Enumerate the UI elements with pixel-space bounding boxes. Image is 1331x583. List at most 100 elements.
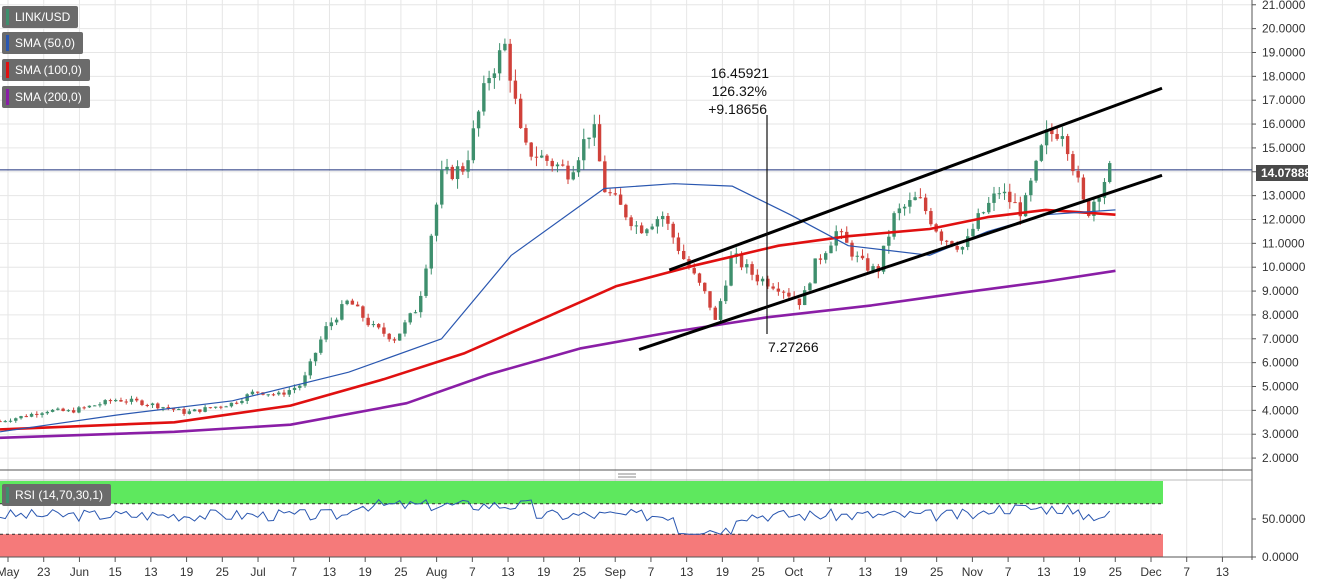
x-tick-label: 7 [648, 565, 655, 579]
y-tick-label: 21.0000 [1262, 0, 1306, 12]
candle-body [634, 225, 639, 227]
candle-body [855, 255, 859, 257]
x-tick-label: 7 [826, 565, 833, 579]
candle-body [482, 83, 486, 112]
candle-body [161, 407, 165, 409]
measure-annotation: 16.45921 126.32% +9.18656 7.27266 [708, 65, 819, 355]
candle-body [724, 285, 728, 302]
candle-body [108, 400, 113, 402]
x-tick-label: 25 [930, 565, 944, 579]
candle-body [1081, 177, 1086, 200]
candle-body [529, 142, 533, 157]
candle-body [198, 409, 202, 412]
pane-splitter[interactable] [618, 473, 636, 478]
candle-body [71, 410, 76, 413]
candle-body [540, 155, 544, 158]
candle-body [298, 385, 302, 388]
candle-body [729, 256, 733, 286]
legend-sma50-label: SMA (50,0) [15, 36, 76, 50]
candle-body [666, 215, 670, 224]
candle-body [19, 416, 23, 419]
candle-body [887, 236, 891, 246]
candle-body [1050, 129, 1054, 135]
measure-high-value: 16.45921 [711, 65, 770, 81]
y-tick-label: 3.0000 [1262, 427, 1299, 441]
candle-body [208, 407, 213, 409]
candle-body [797, 298, 802, 306]
candle-body [923, 197, 928, 212]
legend-sma200-label: SMA (200,0) [15, 90, 82, 104]
candle-body [802, 290, 807, 306]
candle-body [182, 409, 186, 414]
candle-body [376, 324, 381, 328]
legend-pair[interactable]: LINK/USD [2, 6, 79, 28]
legend-sma100[interactable]: SMA (100,0) [2, 59, 90, 81]
candle-body [592, 124, 596, 138]
candle-body [345, 300, 349, 305]
candle-body [366, 317, 370, 326]
candle-body [455, 166, 460, 180]
legend-sma50[interactable]: SMA (50,0) [2, 32, 84, 54]
candle-body [461, 166, 465, 172]
candle-body [561, 164, 565, 166]
y-tick-label: 10.0000 [1262, 260, 1306, 274]
candle-body [392, 339, 397, 341]
y-tick-label: 18.0000 [1262, 69, 1306, 83]
candle-body [371, 324, 376, 326]
y-tick-label: 6.0000 [1262, 356, 1299, 370]
candle-body [697, 273, 702, 283]
y-tick-label: 8.0000 [1262, 308, 1299, 322]
candle-body [56, 408, 60, 410]
legend-rsi[interactable]: RSI (14,70,30,1) [2, 484, 112, 506]
candle-body [171, 408, 176, 410]
candle-body [313, 352, 318, 362]
y-tick-label: 13.0000 [1262, 189, 1306, 203]
candle-body [476, 111, 481, 129]
legend-sma200[interactable]: SMA (200,0) [2, 86, 90, 108]
y-tick-label: 15.0000 [1262, 141, 1306, 155]
candle-body [271, 394, 276, 396]
candle-body [755, 274, 760, 282]
candle-body [1097, 197, 1101, 202]
candle-body [603, 161, 607, 193]
legend-rsi-label: RSI (14,70,30,1) [15, 488, 104, 502]
candle-body [450, 166, 454, 180]
candle-body [629, 217, 633, 227]
measure-low-value: 7.27266 [768, 339, 819, 355]
candle-body [156, 403, 160, 409]
candle-body [213, 406, 218, 408]
candle-body [350, 300, 355, 305]
candle-body [66, 410, 71, 412]
candle-body [929, 211, 933, 225]
candle-body [1092, 201, 1096, 216]
candle-body [429, 235, 433, 269]
candle-body [129, 398, 134, 402]
x-tick-label: 23 [37, 565, 51, 579]
candles [0, 38, 1112, 423]
candle-body [718, 301, 723, 320]
y-tick-label: 17.0000 [1262, 93, 1306, 107]
candle-body [219, 406, 223, 408]
candle-body [87, 405, 92, 408]
candle-body [224, 406, 228, 408]
x-tick-label: 13 [1037, 565, 1051, 579]
candle-body [61, 408, 65, 411]
candle-body [971, 228, 975, 237]
candle-body [508, 43, 512, 81]
candle-body [413, 312, 418, 314]
candle-body [382, 327, 386, 334]
candle-body [403, 322, 407, 334]
y-tick-label: 2.0000 [1262, 451, 1299, 465]
rsi-swatch [6, 487, 9, 503]
candle-body [177, 409, 181, 411]
candle-body [613, 193, 618, 195]
legend-pair-label: LINK/USD [15, 10, 71, 24]
candle-body [50, 409, 55, 412]
candle-body [187, 411, 192, 414]
x-tick-label: 13 [323, 565, 337, 579]
candle-body [1076, 171, 1080, 178]
candle-body [77, 407, 81, 413]
candle-body [708, 291, 712, 308]
candle-body [303, 375, 307, 386]
candle-body [587, 137, 591, 140]
